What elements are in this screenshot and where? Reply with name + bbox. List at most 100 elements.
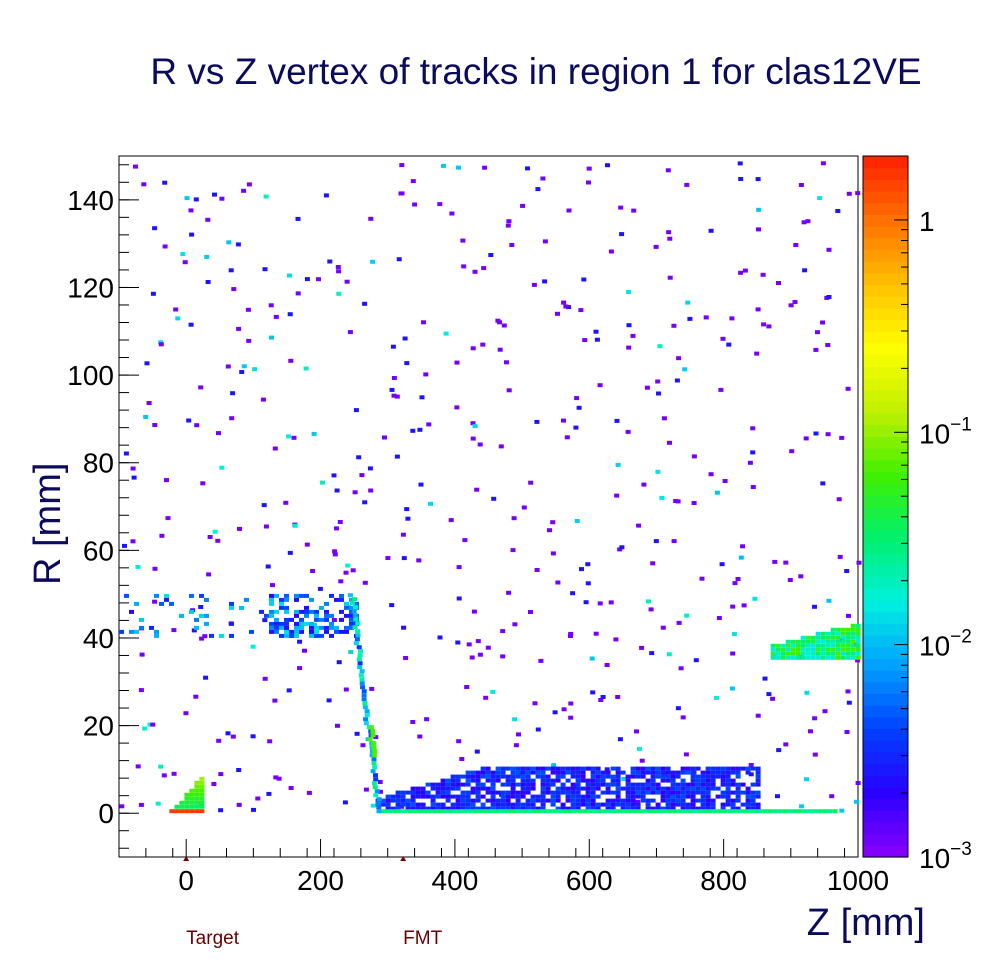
heatmap-cell: [790, 651, 796, 656]
heatmap-cell: [520, 790, 526, 795]
heatmap-cell: [540, 790, 546, 795]
heatmap-cell: [349, 617, 354, 622]
heatmap-cell: [152, 566, 158, 571]
heatmap-cell: [770, 647, 776, 652]
heatmap-cell: [186, 418, 192, 423]
heatmap-cell: [417, 809, 423, 814]
heatmap-cell: [212, 192, 217, 197]
heatmap-cell: [680, 798, 686, 803]
heatmap-cell: [680, 715, 686, 720]
heatmap-cell: [825, 343, 831, 347]
heatmap-cell: [750, 794, 756, 799]
heatmap-cell: [319, 605, 324, 610]
heatmap-cell: [250, 734, 256, 739]
heatmap-cell: [500, 654, 506, 659]
color-scale-step: [863, 354, 908, 367]
heatmap-cell: [830, 647, 836, 652]
heatmap-cell: [537, 809, 543, 814]
heatmap-cell: [188, 208, 194, 213]
heatmap-cell: [400, 532, 406, 537]
heatmap-cell: [149, 625, 154, 630]
heatmap-cell: [670, 782, 676, 787]
heatmap-cell: [495, 806, 501, 811]
heatmap-cell: [595, 782, 601, 787]
heatmap-cell: [735, 577, 741, 581]
heatmap-cell: [164, 593, 169, 598]
heatmap-cell: [835, 651, 841, 656]
heatmap-cell: [610, 802, 616, 807]
heatmap-cell: [735, 786, 741, 791]
heatmap-cell: [732, 809, 738, 814]
heatmap-cell: [410, 794, 416, 799]
heatmap-cell: [550, 790, 556, 795]
heatmap-cell: [830, 631, 836, 636]
color-scale-label: 10−1: [919, 414, 972, 449]
heatmap-cell: [327, 259, 333, 264]
heatmap-cell: [485, 774, 491, 779]
heatmap-cell: [490, 782, 496, 787]
heatmap-cell: [840, 627, 846, 632]
heatmap-cell: [350, 568, 356, 573]
heatmap-cell: [560, 766, 566, 771]
heatmap-cell: [410, 786, 416, 791]
heatmap-cell: [820, 320, 826, 325]
heatmap-cell: [655, 782, 661, 787]
heatmap-cell: [525, 806, 531, 811]
heatmap-cell: [691, 454, 697, 459]
heatmap-cell: [129, 609, 134, 614]
color-scale-step: [863, 810, 908, 823]
heatmap-cell: [135, 564, 141, 569]
heatmap-cell: [656, 391, 661, 396]
y-tick-label: 40: [83, 623, 114, 654]
heatmap-cell: [670, 770, 676, 775]
heatmap-cell: [183, 711, 189, 716]
color-scale-label: 1: [919, 206, 935, 237]
heatmap-cell: [826, 598, 832, 603]
heatmap-cell: [825, 643, 831, 648]
heatmap-cell: [460, 794, 466, 799]
heatmap-cell: [725, 774, 731, 779]
heatmap-cell: [432, 809, 438, 814]
heatmap-cell: [708, 228, 714, 233]
heatmap-cell: [205, 217, 211, 222]
heatmap-cell: [229, 621, 234, 626]
heatmap-cell: [850, 651, 856, 656]
heatmap-cell: [380, 798, 386, 803]
heatmap-cell: [194, 792, 200, 797]
heatmap-cell: [579, 567, 584, 572]
heatmap-cell: [547, 528, 552, 533]
heatmap-cell: [474, 749, 480, 754]
heatmap-cell: [750, 790, 756, 795]
heatmap-cell: [690, 766, 696, 771]
heatmap-cell: [647, 809, 653, 814]
heatmap-cell: [667, 275, 673, 280]
heatmap-cell: [309, 625, 314, 630]
heatmap-cell: [354, 601, 359, 606]
heatmap-cell: [685, 794, 691, 799]
heatmap-cell: [655, 766, 661, 771]
heatmap-cell: [805, 635, 811, 640]
heatmap-cell: [164, 478, 169, 483]
heatmap-cell: [745, 798, 751, 803]
heatmap-cell: [540, 770, 546, 775]
heatmap-cell: [329, 625, 334, 630]
heatmap-cell: [655, 770, 661, 775]
heatmap-cell: [855, 781, 861, 785]
heatmap-cell: [480, 342, 486, 347]
heatmap-cell: [595, 802, 601, 807]
heatmap-cell: [304, 542, 310, 547]
heatmap-cell: [855, 655, 861, 660]
heatmap-cell: [335, 723, 340, 728]
heatmap-cell: [339, 593, 344, 598]
heatmap-cell: [732, 581, 738, 586]
heatmap-cell: [754, 351, 760, 356]
heatmap-cell: [795, 639, 801, 644]
heatmap-cell: [813, 347, 819, 352]
heatmap-cell: [850, 631, 856, 636]
heatmap-cell: [505, 794, 511, 799]
heatmap-cell: [820, 635, 826, 640]
heatmap-cell: [419, 395, 425, 400]
heatmap-cell: [405, 790, 411, 795]
heatmap-cell: [204, 613, 209, 618]
heatmap-cell: [735, 798, 741, 803]
